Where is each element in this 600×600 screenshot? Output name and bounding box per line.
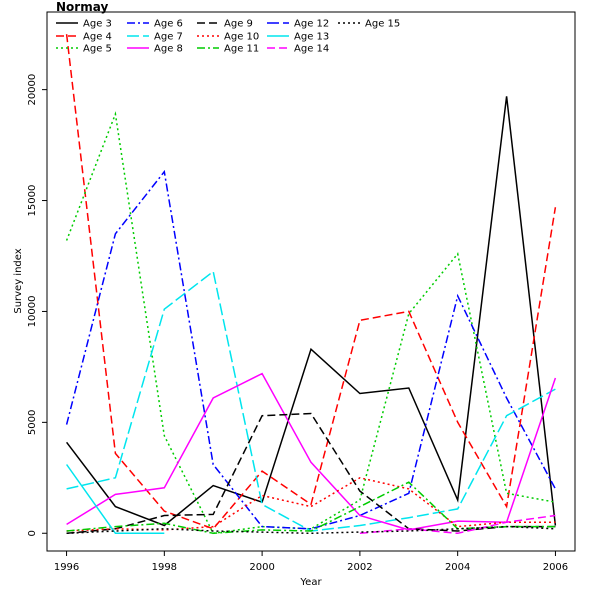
legend-item-age-9: Age 9 [197, 19, 253, 30]
legend-item-age-15: Age 15 [338, 19, 400, 30]
y-tick-label-15000: 15000 [27, 185, 38, 217]
y-tick-label-5000: 5000 [27, 410, 38, 435]
legend-label-age-15: Age 15 [365, 19, 400, 30]
legend-label-age-13: Age 13 [294, 32, 329, 43]
series-line-age-6 [65, 169, 557, 530]
x-axis-label: Year [299, 577, 322, 588]
legend-label-age-10: Age 10 [224, 32, 259, 43]
legend-item-age-11: Age 11 [197, 44, 259, 55]
legend-item-age-7: Age 7 [127, 32, 183, 43]
y-tick-label-20000: 20000 [27, 74, 38, 106]
series-line-age-9 [66, 412, 556, 535]
y-tick-label-10000: 10000 [27, 296, 38, 328]
series-line-age-8 [66, 372, 557, 531]
legend-item-age-8: Age 8 [127, 44, 183, 55]
legend-label-age-7: Age 7 [154, 32, 183, 43]
series-line-age-5 [65, 111, 556, 535]
legend-item-age-4: Age 4 [56, 32, 112, 43]
x-tick-label-1998: 1998 [152, 562, 177, 573]
y-axis-label: Survey index [13, 248, 24, 313]
legend-label-age-11: Age 11 [224, 44, 259, 55]
legend-item-age-10: Age 10 [197, 32, 259, 43]
legend-label-age-8: Age 8 [154, 44, 183, 55]
legend-label-age-14: Age 14 [294, 44, 329, 55]
series-line-age-14 [359, 514, 556, 535]
series-layer [65, 34, 557, 535]
x-tick-label-2000: 2000 [249, 562, 274, 573]
x-axis: 1996 1998 2000 2002 2004 2006 [54, 551, 568, 573]
x-tick-label-2006: 2006 [543, 562, 568, 573]
series-line-age-4 [65, 34, 557, 530]
legend-label-age-5: Age 5 [83, 44, 112, 55]
legend-label-age-12: Age 12 [294, 19, 329, 30]
chart-title: Normay [56, 0, 108, 14]
legend-item-age-12: Age 12 [267, 19, 329, 30]
series-line-age-11 [66, 481, 556, 535]
legend-item-age-6: Age 6 [127, 19, 183, 30]
legend-item-age-3: Age 3 [56, 19, 112, 30]
x-tick-label-2004: 2004 [445, 562, 470, 573]
legend-label-age-9: Age 9 [224, 19, 253, 30]
series-line-age-3 [66, 96, 557, 527]
legend-label-age-3: Age 3 [83, 19, 112, 30]
plot-frame [46, 11, 576, 552]
legend-item-age-13: Age 13 [267, 32, 329, 43]
x-tick-label-2002: 2002 [347, 562, 372, 573]
legend-item-age-5: Age 5 [56, 44, 112, 55]
series-line-age-15 [66, 525, 556, 535]
legend-label-age-6: Age 6 [154, 19, 183, 30]
series-line-age-13 [65, 464, 165, 535]
x-tick-label-1996: 1996 [54, 562, 79, 573]
y-axis: 0 5000 10000 15000 20000 [27, 74, 47, 536]
legend-label-age-4: Age 4 [83, 32, 112, 43]
legend-item-age-14: Age 14 [267, 44, 329, 55]
y-tick-label-0: 0 [27, 530, 38, 536]
series-line-age-7 [66, 270, 556, 532]
